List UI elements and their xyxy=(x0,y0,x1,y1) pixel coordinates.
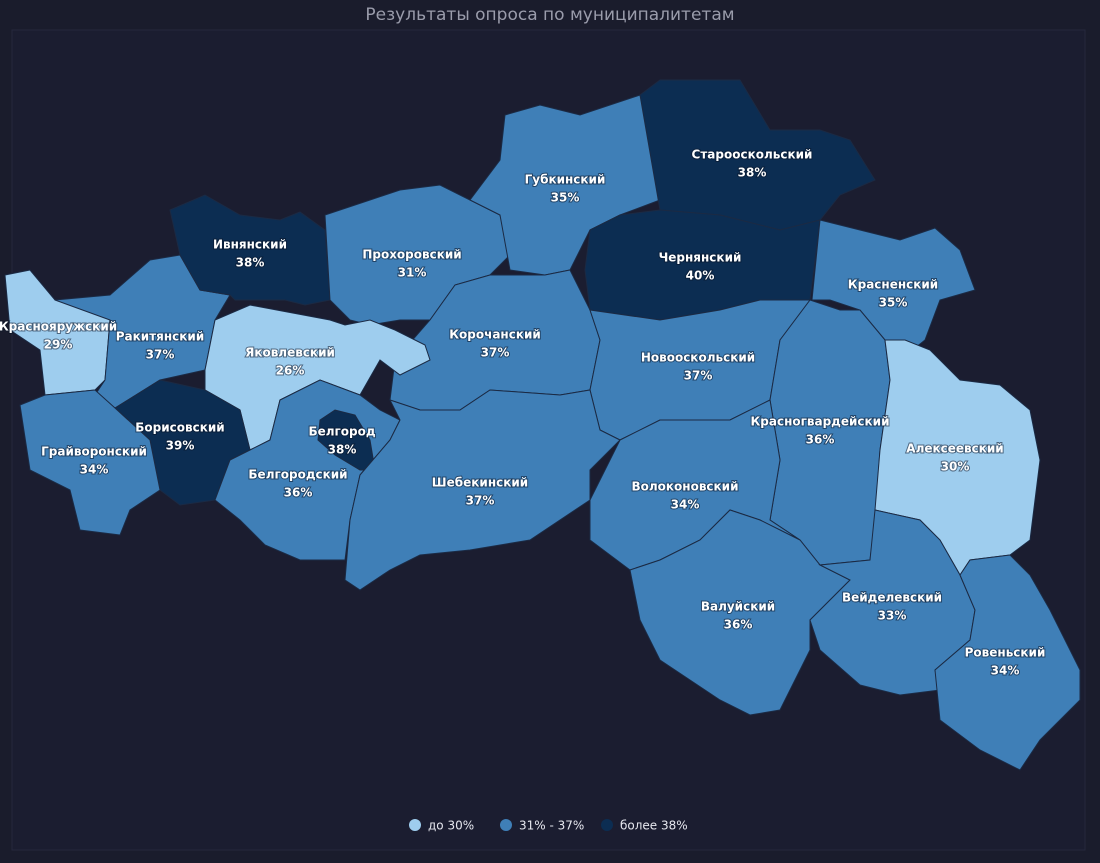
region-share: 37% xyxy=(466,494,495,508)
region-name: Корочанский xyxy=(449,328,541,342)
region-share: 31% xyxy=(398,266,427,280)
region-name: Чернянский xyxy=(659,251,742,265)
region-share: 39% xyxy=(166,439,195,453)
region-share: 30% xyxy=(941,460,970,474)
region-share: 36% xyxy=(284,486,313,500)
regions xyxy=(4,79,1081,771)
region[interactable] xyxy=(811,219,976,361)
region-name: Валуйский xyxy=(701,600,775,614)
region[interactable] xyxy=(19,389,161,536)
region-share: 38% xyxy=(738,166,767,180)
legend-marker xyxy=(601,819,613,831)
map-title: Результаты опроса по муниципалитетам xyxy=(365,5,734,25)
region[interactable] xyxy=(344,389,621,591)
region-share: 38% xyxy=(328,443,357,457)
legend-marker xyxy=(409,819,421,831)
region-name: Волоконовский xyxy=(631,480,738,494)
region-name: Шебекинский xyxy=(432,476,528,490)
region-share: 29% xyxy=(44,338,73,352)
legend-label: 31% - 37% xyxy=(519,819,584,833)
region-share: 34% xyxy=(991,664,1020,678)
region-share: 37% xyxy=(684,369,713,383)
region-share: 34% xyxy=(80,463,109,477)
region-name: Новооскольский xyxy=(641,351,755,365)
region-name: Грайворонский xyxy=(41,445,147,459)
region-share: 35% xyxy=(551,191,580,205)
region-share: 38% xyxy=(236,256,265,270)
region-name: Алексеевский xyxy=(906,442,1003,456)
region-name: Ивнянский xyxy=(213,238,287,252)
legend-label: до 30% xyxy=(428,819,474,833)
region-name: Вейделевский xyxy=(842,591,942,605)
region-name: Красногвардейский xyxy=(750,415,889,429)
region-name: Яковлевский xyxy=(245,346,335,360)
region-share: 40% xyxy=(686,269,715,283)
region-share: 26% xyxy=(276,364,305,378)
region[interactable] xyxy=(934,554,1081,771)
region-name: Ровеньский xyxy=(965,646,1046,660)
region-name: Белгородский xyxy=(248,468,347,482)
region-share: 35% xyxy=(879,296,908,310)
region-share: 34% xyxy=(671,498,700,512)
region-name: Борисовский xyxy=(135,421,224,435)
region-share: 37% xyxy=(481,346,510,360)
region[interactable] xyxy=(169,194,331,306)
region-name: Красненский xyxy=(848,278,938,292)
region-name: Старооскольский xyxy=(692,148,813,162)
region-share: 33% xyxy=(878,609,907,623)
region[interactable] xyxy=(629,509,851,716)
region-share: 36% xyxy=(724,618,753,632)
region-name: Белгород xyxy=(308,425,375,439)
region-share: 37% xyxy=(146,348,175,362)
region-name: Краснояружский xyxy=(0,320,117,334)
region-name: Прохоровский xyxy=(362,248,461,262)
region-name: Ракитянский xyxy=(116,330,204,344)
region-name: Губкинский xyxy=(525,173,606,187)
legend-label: более 38% xyxy=(620,819,688,833)
legend-marker xyxy=(500,819,512,831)
region-share: 36% xyxy=(806,433,835,447)
